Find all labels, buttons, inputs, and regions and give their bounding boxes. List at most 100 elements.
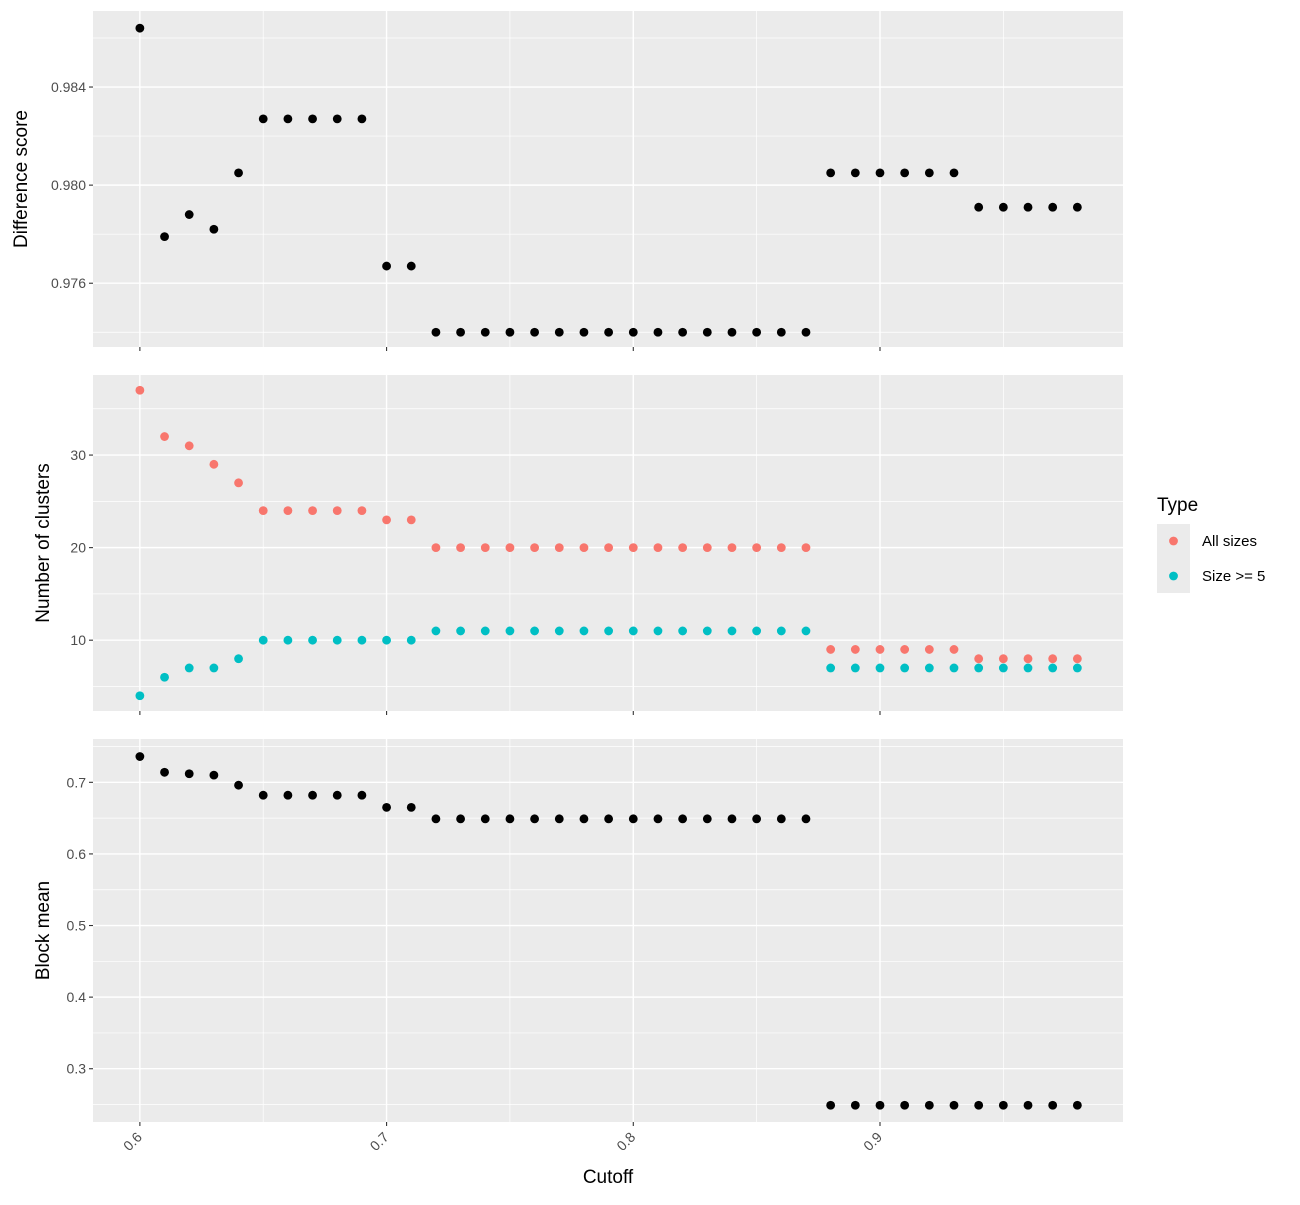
data-point [505, 814, 515, 824]
panel-1: 0.976 0.980 0.984 Difference score [11, 11, 1123, 351]
legend: Type All sizes Size >= 5 [1157, 495, 1265, 593]
data-point [382, 515, 391, 525]
data-point [875, 645, 885, 654]
y-tick-label: 0.984 [51, 79, 86, 95]
x-axis: Cutoff 0.6 0.7 0.8 0.9 [120, 1129, 885, 1188]
data-point [406, 635, 416, 645]
data-point [752, 814, 762, 824]
data-point [924, 1100, 934, 1110]
y-tick-label: 10 [70, 632, 86, 648]
panel-background [93, 375, 1123, 711]
data-point [209, 224, 219, 234]
data-point [678, 814, 688, 824]
data-point [135, 23, 145, 33]
data-point [209, 770, 219, 780]
data-point [702, 543, 712, 553]
data-point [234, 654, 243, 664]
data-point [308, 114, 317, 124]
data-point [480, 814, 490, 824]
data-point [702, 626, 712, 636]
data-point [258, 114, 268, 124]
data-point [1072, 663, 1082, 673]
data-point [234, 168, 243, 178]
data-point [579, 814, 589, 824]
data-point [431, 543, 441, 553]
data-point [900, 168, 910, 178]
data-point [949, 645, 959, 654]
data-point [850, 168, 860, 178]
data-point [727, 327, 737, 337]
data-point [875, 1100, 885, 1110]
x-tick-label: 0.7 [367, 1129, 392, 1154]
legend-label: All sizes [1202, 533, 1257, 550]
data-point [801, 543, 811, 553]
data-point [826, 663, 836, 673]
data-point [900, 645, 910, 654]
legend-title: Type [1157, 495, 1198, 516]
data-point [456, 543, 465, 553]
data-point [998, 663, 1008, 673]
data-point [480, 327, 490, 337]
panel-2: 10 20 30 Number of clusters [33, 375, 1123, 715]
data-point [653, 626, 663, 636]
data-point [1048, 663, 1058, 673]
data-point [480, 626, 490, 636]
data-point [776, 327, 786, 337]
data-point [554, 626, 564, 636]
data-point [209, 663, 219, 673]
data-point [234, 478, 243, 488]
data-point [530, 626, 540, 636]
data-point [604, 814, 614, 824]
data-point [1023, 654, 1033, 664]
data-point [752, 626, 762, 636]
x-tick-label: 0.8 [613, 1129, 638, 1154]
data-point [998, 202, 1008, 212]
data-point [850, 1100, 860, 1110]
data-point [431, 327, 441, 337]
legend-key-background [1157, 524, 1190, 593]
data-point [653, 543, 663, 553]
data-point [456, 327, 465, 337]
data-point [505, 626, 515, 636]
data-point [258, 790, 268, 800]
data-point [406, 802, 416, 812]
data-point [135, 752, 145, 761]
legend-label: Size >= 5 [1202, 568, 1265, 585]
y-tick-label: 0.976 [51, 275, 86, 291]
data-point [628, 626, 638, 636]
data-point [283, 114, 293, 124]
panel-background [93, 11, 1123, 347]
data-point [727, 543, 737, 553]
data-point [579, 626, 589, 636]
data-point [406, 515, 416, 525]
y-tick-label: 0.7 [67, 774, 87, 790]
data-point [1048, 654, 1058, 664]
data-point [776, 543, 786, 553]
data-point [924, 168, 934, 178]
data-point [678, 327, 688, 337]
data-point [678, 543, 688, 553]
y-tick-label: 20 [70, 540, 86, 556]
data-point [628, 814, 638, 824]
data-point [234, 780, 243, 790]
data-point [135, 691, 145, 701]
data-point [480, 543, 490, 553]
data-point [1048, 1100, 1058, 1110]
y-tick-label: 0.6 [67, 846, 87, 862]
data-point [456, 814, 465, 824]
data-point [727, 626, 737, 636]
data-point [332, 114, 342, 124]
data-point [826, 645, 836, 654]
data-point [653, 814, 663, 824]
data-point [801, 626, 811, 636]
data-point [776, 626, 786, 636]
data-point [1023, 1100, 1033, 1110]
data-point [382, 261, 391, 271]
x-tick-label: 0.6 [120, 1129, 145, 1154]
panel-background [93, 739, 1123, 1122]
data-point [184, 210, 194, 219]
y-tick-label: 30 [70, 447, 86, 463]
data-point [974, 202, 984, 212]
data-point [332, 635, 342, 645]
